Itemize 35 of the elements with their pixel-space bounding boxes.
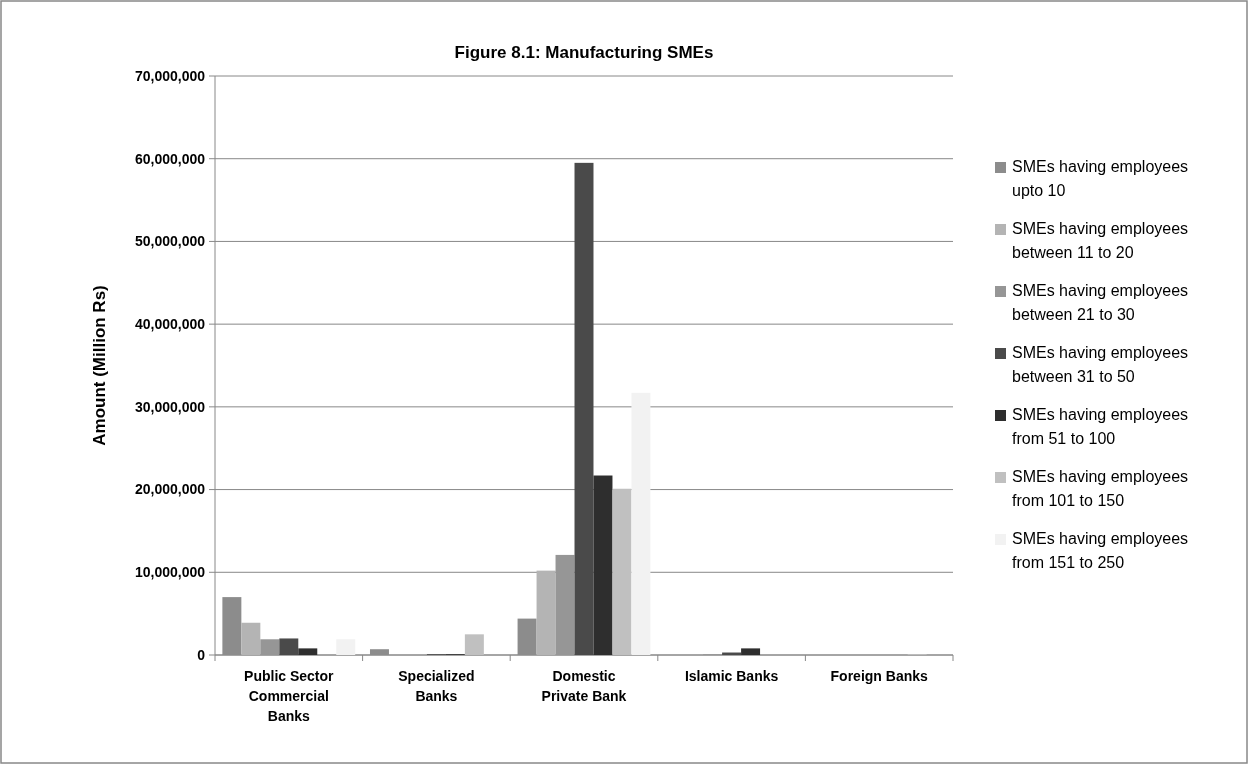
legend-label: SMEs having employees from 101 to 150: [1012, 468, 1189, 509]
bar: [536, 570, 556, 655]
x-tick-label: Specialized Banks: [398, 668, 475, 704]
legend-label: SMEs having employees between 31 to 50: [1012, 344, 1189, 385]
bar: [612, 488, 632, 655]
bar: [741, 648, 761, 655]
bar: [336, 639, 356, 655]
legend-label: SMEs having employees between 11 to 20: [1012, 220, 1189, 261]
chart-title: Figure 8.1: Manufacturing SMEs: [454, 43, 714, 62]
bar: [260, 639, 280, 655]
y-tick-label: 10,000,000: [134, 564, 206, 581]
x-tick-label: Domestic Private Bank: [541, 668, 627, 704]
bar: [279, 638, 299, 655]
y-tick-label: 0: [197, 646, 206, 663]
bar: [464, 634, 484, 655]
y-tick-label: 20,000,000: [134, 481, 206, 498]
bar: [593, 475, 613, 655]
legend-label: SMEs having employees from 51 to 100: [1012, 406, 1189, 447]
x-tick-label: Public Sector Commercial Banks: [244, 668, 335, 724]
y-tick-label: 50,000,000: [134, 233, 206, 250]
bar: [298, 648, 318, 655]
legend-label: SMEs having employees from 151 to 250: [1012, 530, 1189, 571]
y-tick-label: 60,000,000: [134, 150, 206, 167]
x-tick-label: Islamic Banks: [684, 668, 779, 684]
bar: [241, 622, 261, 655]
legend-label: SMEs having employees upto 10: [1012, 158, 1189, 199]
legend-label: SMEs having employees between 21 to 30: [1012, 282, 1189, 323]
bar: [555, 554, 575, 655]
y-axis-title: Amount (Million Rs): [90, 285, 109, 446]
x-tick-label: Foreign Banks: [830, 668, 929, 684]
bar: [574, 162, 594, 655]
y-tick-label: 40,000,000: [134, 316, 206, 333]
y-tick-label: 70,000,000: [134, 67, 206, 84]
y-tick-label: 30,000,000: [134, 398, 206, 415]
bar: [631, 392, 651, 655]
